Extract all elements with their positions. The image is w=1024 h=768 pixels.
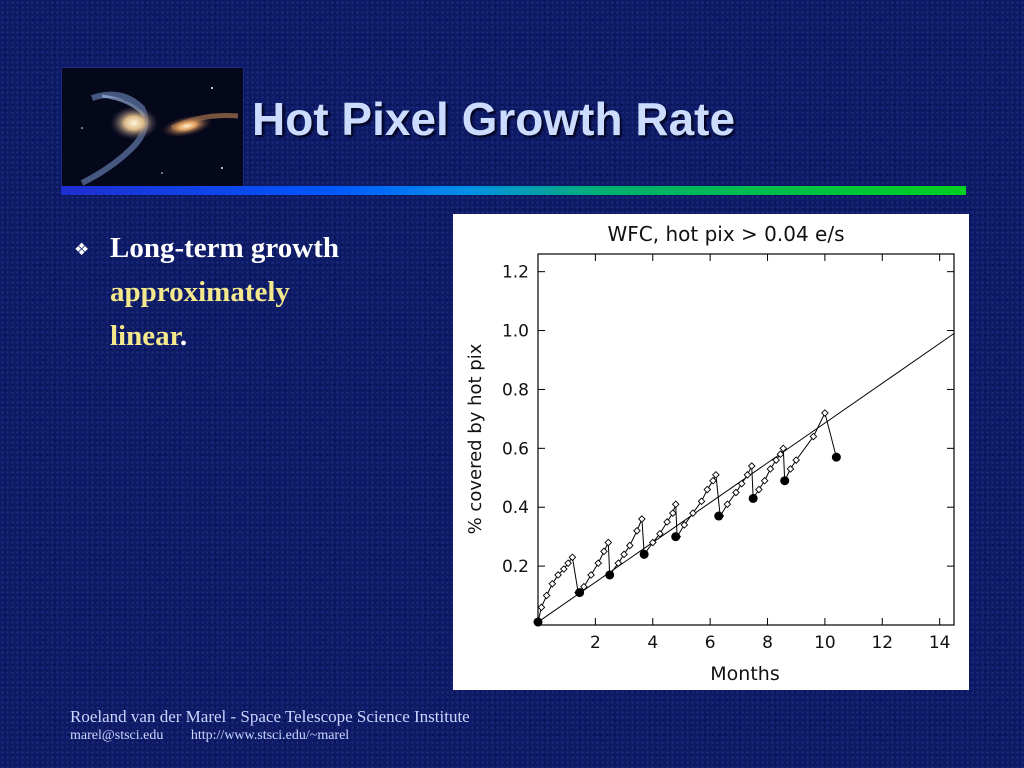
slide-title: Hot Pixel Growth Rate bbox=[252, 93, 736, 145]
title-divider bbox=[61, 186, 966, 195]
x-ticks: 2 4 6 8 10 12 14 bbox=[590, 254, 951, 653]
circle-point bbox=[780, 476, 790, 486]
x-tick-label: 6 bbox=[705, 633, 716, 653]
y-axis-label: % covered by hot pix bbox=[465, 343, 486, 534]
diamond-point bbox=[732, 488, 740, 497]
diamond-point bbox=[792, 456, 801, 464]
diamond-point bbox=[604, 538, 613, 547]
footer-email[interactable]: marel@stsci.edu bbox=[70, 728, 164, 743]
series-line bbox=[537, 556, 579, 623]
diamond-point bbox=[568, 553, 577, 562]
x-tick-label: 12 bbox=[871, 633, 893, 653]
diamond-point bbox=[656, 529, 664, 538]
diamond-point bbox=[620, 550, 628, 559]
chart-title: WFC, hot pix > 0.04 e/s bbox=[608, 222, 845, 246]
diamond-point bbox=[594, 559, 603, 568]
bullet-text-highlight-2: linear bbox=[110, 320, 180, 352]
diamond-point bbox=[772, 456, 780, 464]
diamond-point bbox=[747, 462, 756, 470]
plot-frame bbox=[537, 253, 955, 626]
y-tick-label: 0.4 bbox=[502, 498, 529, 518]
chart-panel: WFC, hot pix > 0.04 e/s 2 4 6 8 10 12 14 0.2 0.… bbox=[453, 214, 969, 690]
diamond-point bbox=[542, 591, 551, 600]
diamond-point bbox=[564, 559, 572, 568]
diamond-point bbox=[689, 509, 697, 517]
bullet-point: ❖ Long-term growth approximately linear. bbox=[74, 226, 414, 358]
footer: Roeland van der Marel - Space Telescope … bbox=[70, 707, 470, 744]
diamond-point bbox=[663, 518, 671, 526]
y-tick-label: 0.8 bbox=[502, 380, 529, 400]
diamond-point bbox=[559, 565, 568, 573]
x-tick-label: 4 bbox=[647, 633, 658, 653]
diamond-point bbox=[614, 559, 623, 568]
y-tick-label: 0.2 bbox=[502, 557, 529, 577]
footer-credit: Roeland van der Marel - Space Telescope … bbox=[70, 707, 470, 726]
circle-point bbox=[605, 570, 615, 580]
hot-pixel-chart: WFC, hot pix > 0.04 e/s 2 4 6 8 10 12 14 0.20.… bbox=[465, 222, 955, 685]
diamond-point bbox=[766, 465, 775, 473]
diamond-point bbox=[743, 470, 752, 479]
x-tick-label: 8 bbox=[762, 633, 773, 653]
diamond-point bbox=[821, 409, 829, 417]
galaxy-image bbox=[61, 67, 244, 190]
diamond-point bbox=[648, 538, 657, 547]
diamond-point bbox=[786, 465, 795, 473]
diamond-point bbox=[671, 500, 680, 509]
y-tick-label: 1.2 bbox=[502, 263, 529, 283]
diamond-point bbox=[697, 497, 706, 506]
diamond-point bbox=[709, 476, 717, 485]
circle-point bbox=[533, 617, 543, 627]
diamond-point bbox=[737, 479, 746, 488]
diamond-point bbox=[712, 470, 720, 479]
circle-point bbox=[748, 493, 758, 503]
diamond-bullet-icon: ❖ bbox=[74, 240, 90, 260]
circle-point bbox=[575, 588, 585, 598]
diamond-point bbox=[638, 515, 646, 523]
diamond-point bbox=[587, 571, 595, 579]
series-line bbox=[609, 518, 645, 576]
bullet-text-highlight: approximately bbox=[110, 276, 290, 308]
x-tick-label: 14 bbox=[929, 633, 951, 653]
diamond-point bbox=[723, 500, 732, 509]
diamond-point bbox=[680, 521, 689, 529]
plot-area bbox=[533, 333, 955, 627]
diamond-point bbox=[625, 541, 634, 550]
diamond-point bbox=[755, 485, 763, 494]
diamond-point bbox=[600, 547, 608, 556]
diamond-point bbox=[554, 571, 562, 579]
x-tick-label: 10 bbox=[814, 633, 836, 653]
circle-point bbox=[671, 532, 681, 542]
diamond-point bbox=[776, 450, 785, 459]
y-tick-label: 1.0 bbox=[502, 322, 529, 342]
diamond-point bbox=[633, 526, 641, 535]
diamond-point bbox=[669, 509, 677, 517]
diamond-point bbox=[548, 579, 557, 588]
y-tick-label: 0.6 bbox=[502, 439, 529, 459]
diamond-point bbox=[760, 476, 769, 485]
circle-point bbox=[831, 452, 841, 462]
diamond-point bbox=[779, 444, 788, 453]
bullet-text-period: . bbox=[179, 320, 188, 352]
x-tick-label: 2 bbox=[590, 633, 601, 653]
diamond-point bbox=[580, 582, 588, 591]
y-ticks: 0.2 0.4 0.6 0.8 1.0 1.2 bbox=[502, 263, 954, 577]
x-axis-label: Months bbox=[710, 663, 779, 685]
bullet-text-line1: Long-term growth bbox=[110, 232, 340, 264]
diamond-point bbox=[809, 432, 818, 441]
circle-point bbox=[639, 549, 649, 559]
circle-point bbox=[714, 511, 724, 521]
diamond-point bbox=[703, 485, 712, 494]
diamond-point bbox=[537, 603, 546, 612]
footer-url[interactable]: http://www.stsci.edu/~marel bbox=[190, 728, 350, 743]
